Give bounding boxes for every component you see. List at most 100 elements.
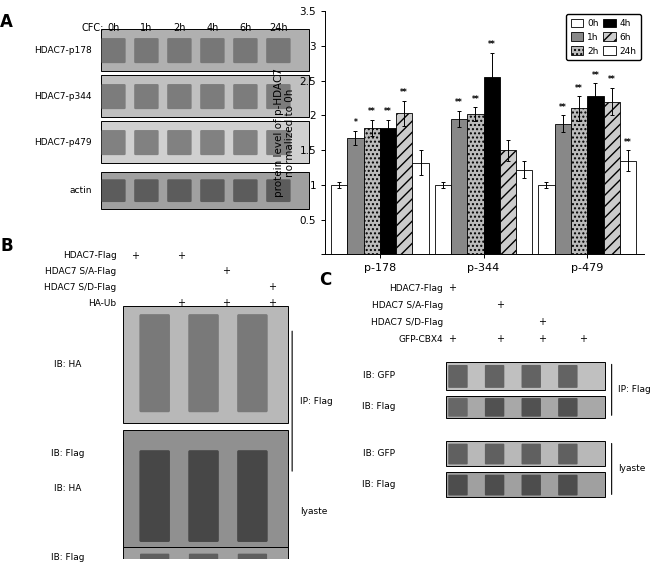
- Bar: [467, 114, 484, 254]
- FancyBboxPatch shape: [558, 444, 578, 464]
- Text: HDAC7-p178: HDAC7-p178: [34, 46, 92, 55]
- Text: +: +: [268, 282, 276, 292]
- Text: IB: GFP: IB: GFP: [363, 371, 395, 380]
- FancyBboxPatch shape: [167, 84, 192, 109]
- FancyBboxPatch shape: [188, 314, 219, 412]
- Text: **: **: [624, 138, 632, 147]
- Text: +: +: [496, 300, 504, 310]
- Text: IB: GFP: IB: GFP: [363, 449, 395, 458]
- Bar: [412, 163, 429, 254]
- FancyBboxPatch shape: [200, 179, 225, 202]
- FancyBboxPatch shape: [140, 449, 170, 464]
- Text: +: +: [538, 334, 545, 344]
- FancyBboxPatch shape: [237, 450, 268, 542]
- Bar: [123, 442, 287, 464]
- FancyBboxPatch shape: [134, 38, 159, 63]
- Text: B: B: [1, 237, 13, 255]
- Text: +: +: [177, 298, 185, 308]
- Text: HA-Ub: HA-Ub: [88, 298, 116, 307]
- Text: HDAC7-Flag: HDAC7-Flag: [389, 284, 443, 293]
- Text: 2h: 2h: [173, 23, 186, 33]
- Text: IB: Flag: IB: Flag: [51, 449, 84, 458]
- FancyBboxPatch shape: [134, 130, 159, 155]
- Text: HDAC7 S/A-Flag: HDAC7 S/A-Flag: [46, 267, 116, 276]
- Text: +: +: [222, 298, 231, 308]
- Text: lyaste: lyaste: [300, 507, 327, 516]
- Text: **: **: [455, 98, 463, 107]
- Text: IP: Flag: IP: Flag: [618, 385, 650, 394]
- Bar: [101, 121, 309, 163]
- Text: *: *: [354, 118, 358, 127]
- FancyBboxPatch shape: [485, 444, 504, 464]
- Text: +: +: [448, 334, 456, 344]
- Bar: [363, 128, 380, 254]
- Bar: [396, 114, 412, 254]
- Text: +: +: [448, 283, 456, 293]
- FancyBboxPatch shape: [266, 179, 291, 202]
- Text: IB: HA: IB: HA: [54, 484, 81, 493]
- Text: **: **: [488, 41, 495, 50]
- Text: **: **: [471, 94, 479, 103]
- Text: C: C: [318, 271, 331, 289]
- Text: **: **: [592, 71, 599, 80]
- FancyBboxPatch shape: [200, 130, 225, 155]
- Bar: [101, 29, 309, 71]
- FancyBboxPatch shape: [485, 398, 504, 417]
- Text: lyaste: lyaste: [618, 464, 645, 473]
- Text: IB: Flag: IB: Flag: [361, 402, 395, 411]
- Text: +: +: [579, 334, 587, 344]
- FancyBboxPatch shape: [448, 365, 468, 388]
- Text: 1h: 1h: [140, 23, 153, 33]
- FancyBboxPatch shape: [167, 130, 192, 155]
- Text: 6h: 6h: [239, 23, 252, 33]
- FancyBboxPatch shape: [558, 475, 578, 496]
- Bar: [101, 172, 309, 209]
- Bar: [435, 185, 451, 254]
- Bar: [571, 108, 587, 254]
- Bar: [123, 547, 287, 565]
- FancyBboxPatch shape: [134, 179, 159, 202]
- Text: **: **: [608, 75, 616, 84]
- Bar: [554, 124, 571, 254]
- FancyBboxPatch shape: [521, 398, 541, 417]
- Text: IB: Flag: IB: Flag: [361, 480, 395, 489]
- FancyBboxPatch shape: [101, 179, 125, 202]
- Text: CFC:: CFC:: [82, 23, 104, 33]
- FancyBboxPatch shape: [266, 84, 291, 109]
- Bar: [484, 77, 500, 254]
- Text: actin: actin: [70, 186, 92, 195]
- FancyBboxPatch shape: [233, 38, 257, 63]
- FancyBboxPatch shape: [188, 450, 219, 542]
- FancyBboxPatch shape: [167, 179, 192, 202]
- Text: **: **: [400, 88, 408, 97]
- Text: HDAC7 S/D-Flag: HDAC7 S/D-Flag: [44, 282, 116, 292]
- Bar: [446, 441, 605, 466]
- FancyBboxPatch shape: [266, 38, 291, 63]
- FancyBboxPatch shape: [238, 554, 267, 565]
- Bar: [331, 185, 347, 254]
- Text: HDAC7-p344: HDAC7-p344: [34, 92, 92, 101]
- FancyBboxPatch shape: [101, 130, 125, 155]
- Text: **: **: [559, 103, 567, 112]
- FancyBboxPatch shape: [521, 475, 541, 496]
- Text: **: **: [368, 107, 376, 116]
- Text: A: A: [1, 13, 13, 31]
- Bar: [620, 160, 636, 254]
- FancyBboxPatch shape: [200, 84, 225, 109]
- Text: IB: HA: IB: HA: [54, 360, 81, 370]
- Bar: [123, 429, 287, 547]
- FancyBboxPatch shape: [167, 38, 192, 63]
- Text: IP: Flag: IP: Flag: [300, 397, 333, 406]
- Text: **: **: [575, 84, 583, 93]
- FancyBboxPatch shape: [139, 450, 170, 542]
- FancyBboxPatch shape: [448, 444, 468, 464]
- Bar: [347, 138, 363, 254]
- Y-axis label: protein level of p-HDAC7
normalized to 0h: protein level of p-HDAC7 normalized to 0…: [274, 68, 295, 197]
- Text: IB: Flag: IB: Flag: [51, 553, 84, 562]
- FancyBboxPatch shape: [233, 179, 257, 202]
- Text: +: +: [496, 334, 504, 344]
- FancyBboxPatch shape: [101, 38, 125, 63]
- FancyBboxPatch shape: [485, 475, 504, 496]
- Text: HDAC7-p479: HDAC7-p479: [34, 138, 92, 147]
- Text: 24h: 24h: [269, 23, 288, 33]
